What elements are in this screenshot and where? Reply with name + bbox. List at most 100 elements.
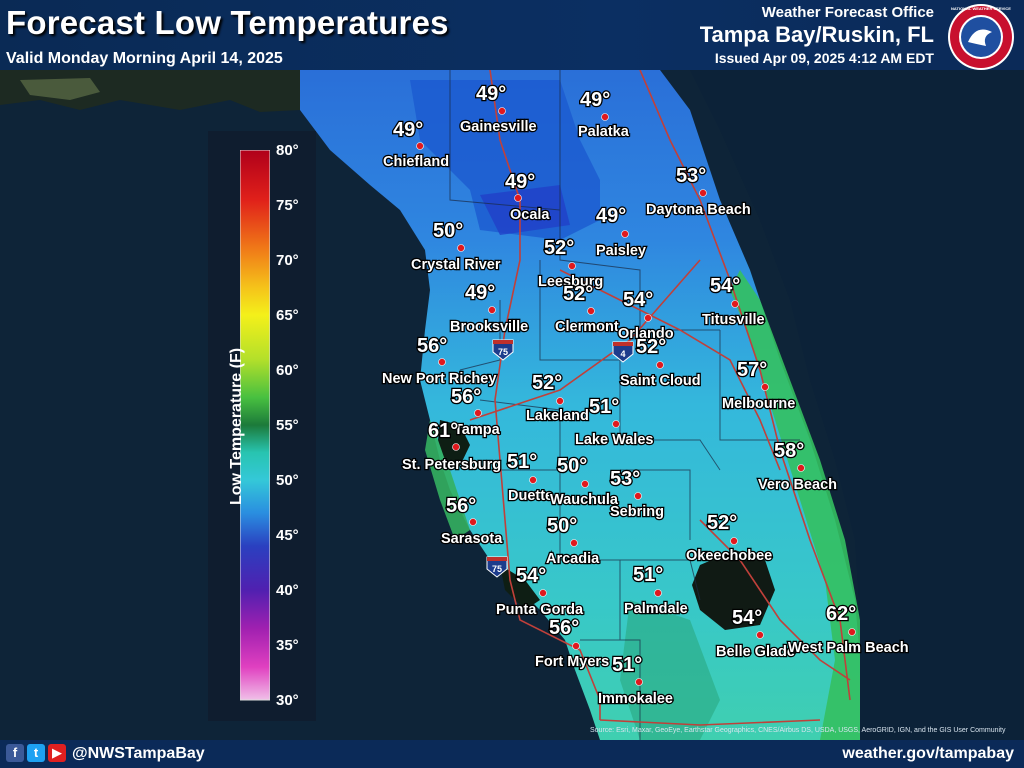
city-name: St. Petersburg (402, 457, 501, 473)
city-name: Wauchula (550, 492, 619, 508)
city-marker: 52° Lakeland (525, 371, 590, 426)
header-bar: Forecast Low Temperatures Valid Monday M… (0, 0, 1024, 70)
issued-time: Issued Apr 09, 2025 4:12 AM EDT (714, 50, 934, 66)
city-temperature: 58° (774, 440, 804, 462)
city-dot (635, 678, 643, 686)
social-handle[interactable]: @NWSTampaBay (72, 745, 205, 762)
city-layer: 49° Gainesville 49° Palatka 49° Chiefland 53° D… (381, 82, 910, 709)
city-dot (612, 420, 620, 428)
city-temperature: 49° (580, 89, 610, 111)
city-dot (601, 113, 609, 121)
temperature-map: 75 4 75 49° Gainesville 49° Palatka 49° Chief… (0, 70, 1024, 740)
city-temperature: 54° (516, 565, 546, 587)
city-dot (570, 539, 578, 547)
city-name: Palatka (578, 124, 630, 140)
city-temperature: 50° (433, 220, 463, 242)
city-dot (699, 189, 707, 197)
city-temperature: 51° (589, 396, 619, 418)
legend-tick-label: 55° (276, 417, 299, 434)
city-marker: 58° Vero Beach (757, 439, 839, 495)
city-name: Chiefland (383, 154, 449, 170)
city-temperature: 49° (393, 119, 423, 141)
legend-tick-label: 75° (276, 197, 299, 214)
legend-tick-label: 80° (276, 142, 299, 159)
city-temperature: 54° (623, 289, 653, 311)
city-name: Daytona Beach (646, 202, 751, 218)
city-temperature: 49° (596, 205, 626, 227)
city-temperature: 52° (707, 512, 737, 534)
logo-text: NATIONAL WEATHER SERVICE (951, 6, 1011, 11)
city-name: Clermont (555, 319, 619, 335)
city-temperature: 56° (549, 617, 579, 639)
city-dot (457, 244, 465, 252)
city-name: Saint Cloud (620, 373, 701, 389)
city-name: Fort Myers (535, 654, 609, 670)
city-marker: 50° Crystal River (410, 219, 502, 275)
footer-bar: f t ▶ @NWSTampaBay weather.gov/tampabay (0, 740, 1024, 768)
city-temperature: 57° (737, 359, 767, 381)
city-marker: 54° Orlando (617, 288, 675, 344)
city-temperature: 50° (557, 455, 587, 477)
city-dot (488, 306, 496, 314)
city-dot (514, 194, 522, 202)
city-temperature: 52° (636, 336, 666, 358)
city-marker: 62° West Palm Beach (787, 602, 910, 658)
city-temperature: 56° (451, 386, 481, 408)
city-dot (656, 361, 664, 369)
city-marker: 52° Leesburg (537, 236, 605, 292)
city-name: Lakeland (526, 408, 589, 424)
city-marker: 49° Chiefland (382, 118, 451, 172)
city-temperature: 56° (446, 495, 476, 517)
city-name: Arcadia (546, 551, 600, 567)
interstate-shield-label: 4 (620, 349, 625, 359)
youtube-icon[interactable]: ▶ (48, 744, 66, 762)
city-name: Immokalee (598, 691, 673, 707)
city-dot (529, 476, 537, 484)
nws-logo-icon: NATIONAL WEATHER SERVICE (948, 4, 1014, 70)
city-temperature: 62° (826, 603, 856, 625)
city-temperature: 52° (544, 237, 574, 259)
city-dot (730, 537, 738, 545)
city-marker: 52° Okeechobee (685, 511, 774, 566)
city-name: Gainesville (460, 119, 537, 135)
city-dot (797, 464, 805, 472)
city-temperature: 51° (507, 451, 537, 473)
city-name: Titusville (702, 312, 765, 328)
city-dot (572, 642, 580, 650)
city-marker: 56° New Port Richey (381, 334, 498, 389)
city-dot (568, 262, 576, 270)
city-dot (654, 589, 662, 597)
valid-time: Valid Monday Morning April 14, 2025 (6, 50, 283, 67)
city-name: New Port Richey (382, 371, 496, 387)
city-name: Paisley (596, 243, 646, 259)
city-marker: 51° Palmdale (623, 563, 689, 619)
city-name: Lake Wales (575, 432, 653, 448)
city-dot (731, 300, 739, 308)
city-name: Brooksville (450, 319, 528, 335)
legend-title: Low Temperature (F) (228, 347, 245, 505)
legend-tick-label: 70° (276, 252, 299, 269)
city-dot (644, 314, 652, 322)
city-temperature: 61° (428, 420, 458, 442)
social-icons: f t ▶ (6, 744, 66, 762)
city-temperature: 56° (417, 335, 447, 357)
city-marker: 52° Saint Cloud (619, 335, 702, 391)
city-name: Punta Gorda (496, 602, 584, 618)
city-dot (581, 480, 589, 488)
city-temperature: 51° (633, 564, 663, 586)
city-temperature: 54° (710, 275, 740, 297)
website-link[interactable]: weather.gov/tampabay (842, 745, 1014, 762)
city-dot (438, 358, 446, 366)
facebook-icon[interactable]: f (6, 744, 24, 762)
city-marker: 57° Melbourne (721, 358, 797, 414)
city-temperature: 53° (676, 165, 706, 187)
city-dot (498, 107, 506, 115)
city-marker: 61° St. Petersburg (401, 419, 503, 475)
city-dot (761, 383, 769, 391)
twitter-icon[interactable]: t (27, 744, 45, 762)
city-marker: 49° Ocala (504, 170, 552, 225)
color-scale-bar (240, 150, 270, 701)
city-name: Palmdale (624, 601, 688, 617)
interstate-shield-label: 75 (492, 564, 502, 574)
legend-tick-label: 65° (276, 307, 299, 324)
